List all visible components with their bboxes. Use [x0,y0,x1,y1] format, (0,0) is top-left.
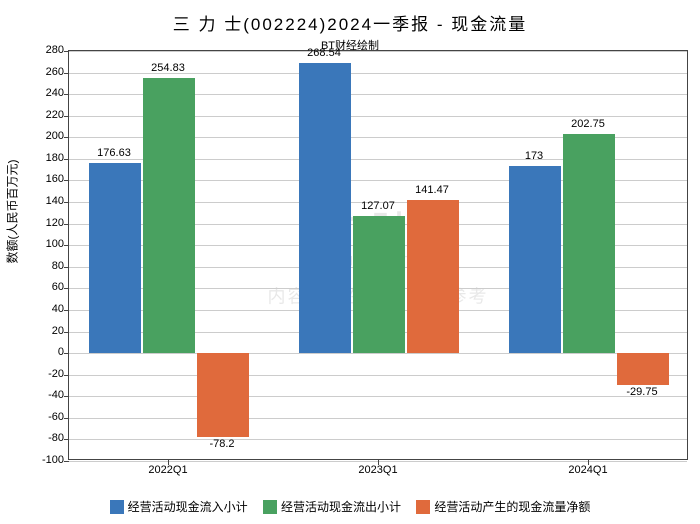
legend-text: 经营活动现金流出小计 [281,500,401,514]
legend: 经营活动现金流入小计 经营活动现金流出小计 经营活动产生的现金流量净额 [0,498,700,515]
ytick-label: -60 [48,411,64,423]
bar [299,63,351,353]
bar [407,200,459,353]
bar [563,134,615,353]
ytick-mark [64,310,69,311]
ytick-label: 280 [46,44,64,56]
ytick-label: 100 [46,238,64,250]
gridline [69,418,687,419]
gridline [69,396,687,397]
ytick-label: 160 [46,173,64,185]
ytick-mark [64,159,69,160]
bar-value-label: -29.75 [626,386,657,398]
plot-area: IBT财经 BUSINESS TIMES 内容由AI生成，仅供参考 [68,50,688,460]
ytick-label: 20 [52,325,64,337]
ytick-mark [64,224,69,225]
ytick-mark [64,418,69,419]
bar [143,78,195,353]
legend-text: 经营活动现金流入小计 [128,500,248,514]
bar-value-label: 173 [525,150,543,162]
legend-item: 经营活动现金流出小计 [263,498,401,515]
bar-value-label: -78.2 [209,438,234,450]
xtick-mark [588,460,589,465]
bar-value-label: 268.54 [307,47,341,59]
ytick-mark [64,94,69,95]
ytick-mark [64,202,69,203]
legend-swatch [416,500,430,514]
ytick-mark [64,396,69,397]
ytick-mark [64,116,69,117]
ytick-label: -100 [42,454,64,466]
ytick-label: -80 [48,432,64,444]
ytick-label: 40 [52,303,64,315]
ytick-label: 0 [58,346,64,358]
gridline [69,353,687,354]
ytick-mark [64,375,69,376]
gridline [69,439,687,440]
bar [509,166,561,353]
ytick-label: -20 [48,368,64,380]
bar [617,353,669,385]
xtick-label: 2023Q1 [358,464,397,476]
gridline [69,375,687,376]
xtick-label: 2024Q1 [568,464,607,476]
bar-value-label: 176.63 [97,147,131,159]
bar-value-label: 254.83 [151,62,185,74]
ytick-label: 120 [46,217,64,229]
xtick-mark [378,460,379,465]
ytick-mark [64,51,69,52]
ytick-label: -40 [48,389,64,401]
ytick-mark [64,332,69,333]
ytick-label: 240 [46,87,64,99]
ytick-mark [64,461,69,462]
ytick-label: 180 [46,152,64,164]
ytick-mark [64,288,69,289]
ytick-mark [64,245,69,246]
ytick-mark [64,180,69,181]
ytick-label: 140 [46,195,64,207]
bar [353,216,405,353]
bar-value-label: 202.75 [571,118,605,130]
bar [89,163,141,354]
xtick-mark [168,460,169,465]
y-axis-label: 数额(人民币百万元) [4,160,21,264]
legend-swatch [263,500,277,514]
bar [197,353,249,437]
ytick-mark [64,267,69,268]
ytick-label: 260 [46,66,64,78]
gridline [69,51,687,52]
ytick-mark [64,439,69,440]
ytick-label: 80 [52,260,64,272]
legend-swatch [110,500,124,514]
cash-flow-chart: 三 力 士(002224)2024一季报 - 现金流量 BT财经绘制 IBT财经… [0,0,700,524]
xtick-label: 2022Q1 [148,464,187,476]
ytick-label: 60 [52,281,64,293]
ytick-label: 220 [46,109,64,121]
legend-text: 经营活动产生的现金流量净额 [434,500,590,514]
ytick-mark [64,73,69,74]
bar-value-label: 141.47 [415,184,449,196]
chart-title: 三 力 士(002224)2024一季报 - 现金流量 [0,0,700,35]
ytick-mark [64,353,69,354]
legend-item: 经营活动产生的现金流量净额 [416,498,590,515]
legend-item: 经营活动现金流入小计 [110,498,248,515]
ytick-label: 200 [46,130,64,142]
ytick-mark [64,137,69,138]
bar-value-label: 127.07 [361,200,395,212]
